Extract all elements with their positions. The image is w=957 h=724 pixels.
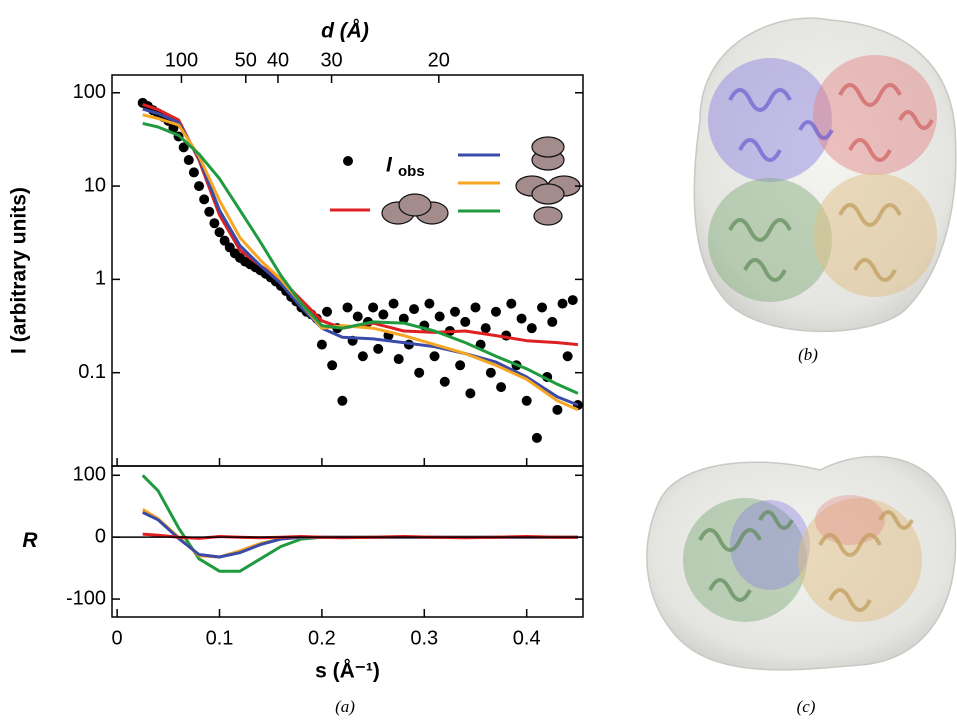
observed-point bbox=[531, 432, 542, 443]
observed-point bbox=[357, 351, 368, 362]
observed-point bbox=[450, 306, 461, 317]
plot-frame bbox=[111, 465, 584, 618]
observed-point bbox=[414, 367, 425, 378]
observed-point bbox=[368, 302, 379, 313]
observed-point bbox=[429, 351, 440, 362]
y-tick-label: 100 bbox=[73, 81, 106, 103]
structure-b bbox=[693, 17, 957, 333]
observed-point bbox=[209, 218, 220, 229]
observed-point bbox=[178, 142, 189, 153]
observed-point bbox=[183, 155, 194, 166]
panel-label: (a) bbox=[335, 697, 355, 716]
panel-label: (c) bbox=[797, 697, 816, 716]
observed-point bbox=[194, 181, 205, 192]
fit-line bbox=[142, 102, 579, 347]
observed-point bbox=[214, 227, 225, 238]
observed-point bbox=[434, 311, 445, 322]
observed-point bbox=[199, 194, 210, 205]
fit-line bbox=[142, 107, 579, 407]
y-axis-label: I (arbitrary units) bbox=[8, 187, 31, 354]
observed-point bbox=[439, 376, 450, 387]
observed-point bbox=[562, 351, 573, 362]
observed-point bbox=[398, 313, 409, 324]
y-tick-label: 1 bbox=[95, 268, 106, 290]
observed-point bbox=[322, 306, 333, 317]
top-axis-label: d (Å) bbox=[321, 19, 369, 43]
x2-tick-label: 50 bbox=[235, 49, 257, 71]
observed-point bbox=[557, 298, 568, 309]
fit-line bbox=[141, 508, 578, 559]
observed-point bbox=[204, 206, 215, 217]
observed-point bbox=[521, 395, 532, 406]
panel-label: (b) bbox=[798, 345, 818, 364]
observed-point bbox=[424, 298, 435, 309]
legend-icons bbox=[381, 136, 581, 226]
legend-marker bbox=[343, 156, 353, 166]
observed-point bbox=[188, 167, 199, 178]
observed-point bbox=[490, 306, 501, 317]
x-tick-label: 0 bbox=[112, 627, 123, 649]
observed-point bbox=[470, 302, 481, 313]
observed-point bbox=[316, 339, 327, 350]
observed-point bbox=[485, 367, 496, 378]
x-tick-label: 0.3 bbox=[410, 627, 438, 649]
x-axis-label: s (Å⁻¹) bbox=[315, 659, 380, 683]
observed-point bbox=[409, 304, 420, 315]
observed-point bbox=[378, 309, 389, 320]
observed-point bbox=[480, 323, 491, 334]
observed-point bbox=[455, 360, 466, 371]
observed-point bbox=[547, 316, 558, 327]
fit-line bbox=[142, 511, 578, 559]
observed-point bbox=[496, 382, 507, 393]
observed-point bbox=[393, 354, 404, 365]
observed-point bbox=[526, 323, 537, 334]
y-tick-label: 0.1 bbox=[78, 361, 106, 383]
observed-point bbox=[342, 302, 353, 313]
x-tick-label: 0.1 bbox=[206, 627, 234, 649]
x2-tick-label: 40 bbox=[267, 49, 289, 71]
observed-point bbox=[552, 404, 563, 415]
x2-tick-label: 20 bbox=[428, 49, 450, 71]
structure-c bbox=[646, 455, 957, 671]
observed-point bbox=[567, 295, 578, 306]
observed-point bbox=[373, 343, 384, 354]
observed-point bbox=[460, 316, 471, 327]
x-tick-label: 0.4 bbox=[513, 627, 541, 649]
observed-point bbox=[388, 298, 399, 309]
y-tick-label: -100 bbox=[66, 587, 106, 609]
observed-point bbox=[465, 388, 476, 399]
y-tick-label: 100 bbox=[73, 464, 106, 486]
x2-tick-label: 30 bbox=[320, 49, 342, 71]
y-tick-label: 10 bbox=[84, 174, 106, 196]
observed-point bbox=[352, 311, 363, 322]
observed-point bbox=[506, 298, 517, 309]
observed-point bbox=[327, 360, 338, 371]
y-axis-label: R bbox=[22, 529, 38, 552]
legend-label: I bbox=[386, 154, 393, 177]
x2-tick-label: 100 bbox=[165, 49, 198, 71]
legend-label-sub: obs bbox=[398, 163, 425, 180]
observed-point bbox=[337, 395, 348, 406]
observed-point bbox=[516, 313, 527, 324]
y-tick-label: 0 bbox=[95, 525, 106, 547]
observed-point bbox=[537, 302, 548, 313]
fit-line bbox=[142, 121, 579, 395]
x-tick-label: 0.2 bbox=[308, 627, 336, 649]
observed-point bbox=[219, 235, 230, 246]
